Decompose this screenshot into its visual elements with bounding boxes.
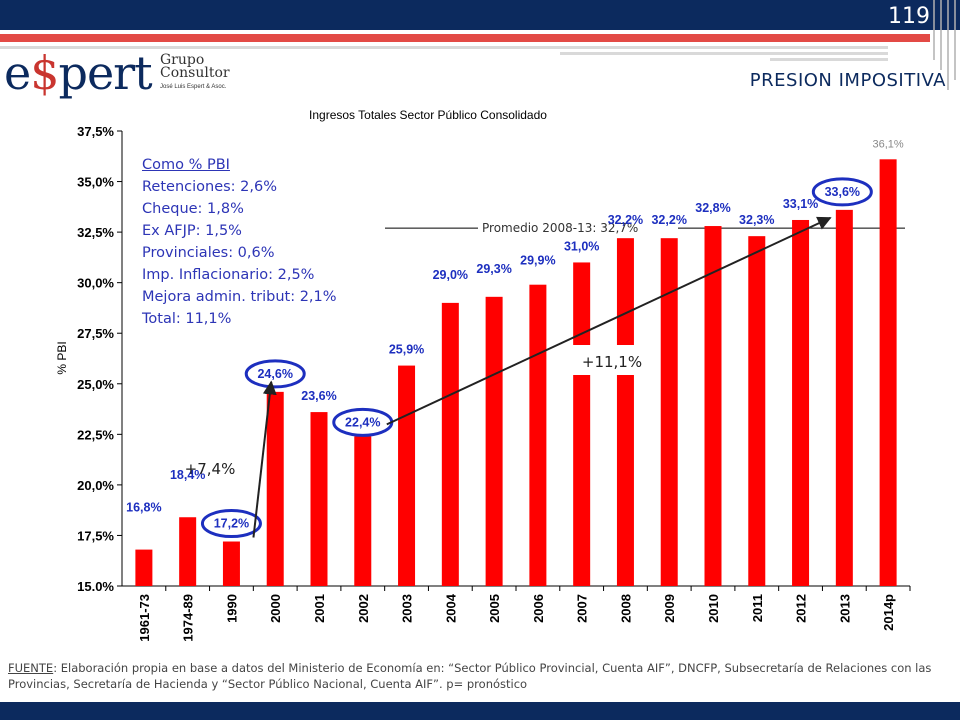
bar-2012 <box>792 219 810 586</box>
bottom-banner <box>0 702 960 720</box>
x-tick-label: 2012 <box>794 594 809 623</box>
source-footnote: FUENTE: Elaboración propia en base a dat… <box>8 661 932 691</box>
breakdown-header: Como % PBI <box>142 157 230 173</box>
x-tick-label: 2001 <box>312 594 327 623</box>
average-line-label: Promedio 2008-13: 32,7% <box>482 221 638 235</box>
page-title: PRESION IMPOSITIVA <box>749 70 946 91</box>
y-tick-label: 37,5% <box>77 124 114 139</box>
data-label: 16,8% <box>126 501 161 515</box>
highlight-ellipse <box>200 509 262 539</box>
bar-2008 <box>616 238 634 586</box>
bar-2011 <box>748 236 766 586</box>
bar-2013 <box>835 209 853 586</box>
bar-2007 <box>573 262 591 586</box>
bar-2009 <box>660 238 678 586</box>
y-tick-label: 32,5% <box>77 225 114 240</box>
bar-chart: Ingresos Totales Sector Público Consolid… <box>55 108 911 642</box>
bar-2002 <box>354 436 372 586</box>
data-label: 32,2% <box>651 213 686 227</box>
data-label: 31,0% <box>564 239 599 253</box>
data-label: 29,0% <box>433 268 468 282</box>
bar-2010 <box>704 226 722 587</box>
x-tick-label: 2010 <box>706 594 721 623</box>
decorative-stripe <box>0 46 888 49</box>
logo-wordmark: e$pert <box>4 46 153 100</box>
data-label: 22,4% <box>345 415 380 429</box>
x-tick-label: 2007 <box>575 594 590 623</box>
data-label: 32,2% <box>608 213 643 227</box>
bar-2014p <box>879 159 897 587</box>
chart-title: Ingresos Totales Sector Público Consolid… <box>309 108 547 122</box>
logo-subtitle: Grupo Consultor <box>160 52 230 81</box>
bar-2004 <box>441 302 459 586</box>
tax-breakdown-box: Como % PBI Retenciones: 2,6% Cheque: 1,8… <box>142 154 337 330</box>
growth-arrow <box>252 380 277 538</box>
logo-tagline: José Luis Espert & Asoc. <box>160 84 227 90</box>
bar-2003 <box>398 365 416 586</box>
bar-1961-73 <box>135 549 153 586</box>
data-label: 23,6% <box>301 389 336 403</box>
bar-1990 <box>222 541 240 586</box>
highlight-ellipse <box>811 177 873 207</box>
x-tick-label: 2002 <box>356 594 371 623</box>
decorative-lines <box>933 0 956 90</box>
data-label: 29,9% <box>520 254 555 268</box>
y-tick-label: 30,0% <box>77 276 114 291</box>
bar-2005 <box>485 296 503 586</box>
breakdown-line: Ex AFJP: 1,5% <box>142 223 242 239</box>
decorative-stripe <box>560 52 888 55</box>
data-label: 36,1% <box>873 138 904 150</box>
data-label: 25,9% <box>389 343 424 357</box>
x-tick-label: 2013 <box>837 594 852 623</box>
breakdown-line: Imp. Inflacionario: 2,5% <box>142 267 315 283</box>
slide-number: 119 <box>888 4 930 29</box>
bar-2006 <box>529 284 547 586</box>
data-label: 17,2% <box>214 517 249 531</box>
breakdown-line: Mejora admin. tribut: 2,1% <box>142 289 337 305</box>
x-tick-label: 2009 <box>662 594 677 623</box>
breakdown-line: Retenciones: 2,6% <box>142 179 278 195</box>
breakdown-line: Total: 11,1% <box>142 311 232 327</box>
data-label: 29,3% <box>476 262 511 276</box>
data-label: 33,6% <box>825 185 860 199</box>
growth-annotation: +7,4% <box>185 460 236 478</box>
x-tick-label: 2005 <box>487 594 502 623</box>
x-tick-label: 2008 <box>618 594 633 623</box>
x-tick-label: 2003 <box>400 594 415 623</box>
breakdown-line: Cheque: 1,8% <box>142 201 244 217</box>
data-label: 24,6% <box>257 367 292 381</box>
x-tick-label: 2014p <box>881 594 896 631</box>
decorative-stripe <box>770 58 888 61</box>
data-label: 32,3% <box>739 213 774 227</box>
y-tick-label: 27,5% <box>77 326 114 341</box>
bar-1974-89 <box>179 517 197 586</box>
y-tick-label: 15.0% <box>77 579 114 594</box>
data-label: 32,8% <box>695 201 730 215</box>
x-tick-label: 2006 <box>531 594 546 623</box>
y-tick-label: 35,0% <box>77 175 114 190</box>
y-tick-label: 17,5% <box>77 528 114 543</box>
y-tick-label: 20,0% <box>77 478 114 493</box>
annotation-bg <box>570 345 654 375</box>
y-tick-label: 22,5% <box>77 427 114 442</box>
accent-bar <box>0 34 930 42</box>
x-tick-label: 1974-89 <box>181 594 196 642</box>
data-label: 33,1% <box>783 197 818 211</box>
y-axis-label: % PBI <box>55 341 69 374</box>
x-tick-label: 2011 <box>750 594 765 622</box>
company-logo: e$pert Grupo Consultor José Luis Espert &… <box>4 46 234 108</box>
x-tick-label: 1961-73 <box>137 594 152 642</box>
bar-2001 <box>310 412 328 586</box>
growth-annotation: +11,1% <box>582 353 642 371</box>
breakdown-line: Provinciales: 0,6% <box>142 245 275 261</box>
x-tick-label: 1990 <box>224 594 239 623</box>
growth-arrow <box>386 216 832 426</box>
y-tick-label: 25,0% <box>77 377 114 392</box>
bar-2000 <box>266 391 284 586</box>
x-tick-label: 2004 <box>443 593 458 623</box>
top-banner <box>0 0 960 30</box>
x-tick-label: 2000 <box>268 594 283 623</box>
data-label: 18,4% <box>170 468 205 482</box>
